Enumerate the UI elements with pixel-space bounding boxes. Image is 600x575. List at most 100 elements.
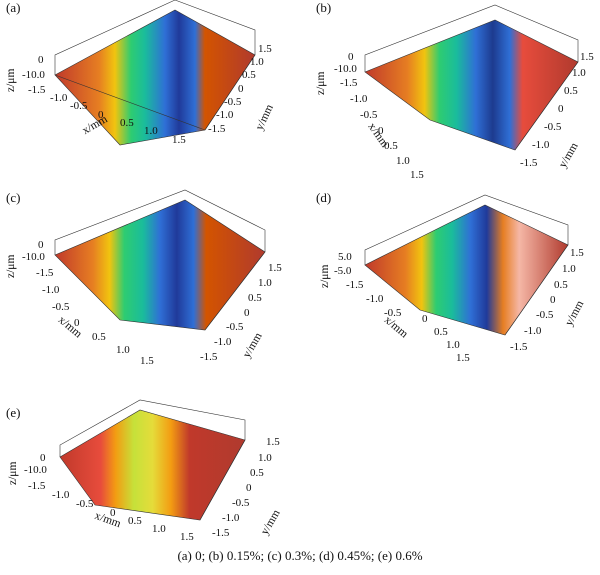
x-tick: -1.5 xyxy=(28,84,46,96)
panel-d: (d) z/μm 5.0 -5.0 -1.5 -1.0 -0.5 0 0.5 1… xyxy=(310,190,600,370)
x-tick: 0 xyxy=(110,507,116,519)
y-tick: 0 xyxy=(244,307,250,319)
x-tick: 0.5 xyxy=(120,117,134,129)
y-tick: 1.5 xyxy=(580,51,594,63)
y-tick: 1.0 xyxy=(258,452,272,464)
y-tick: -1.0 xyxy=(214,336,232,348)
x-tick: -0.5 xyxy=(52,301,70,313)
x-tick: 0.5 xyxy=(384,140,398,152)
x-tick: 0 xyxy=(98,109,104,121)
panel-e: (e) z/μm 0 -10.0 -1.5 -1.0 -0.5 0 0.5 1.… xyxy=(0,395,290,575)
x-tick: -1.5 xyxy=(340,77,358,89)
surface-plot xyxy=(59,399,246,521)
panel-b: (b) z/μm 0 -10.0 -1.5 -1.0 -0.5 0 0.5 1.… xyxy=(310,0,600,181)
x-tick: 1.5 xyxy=(140,355,154,367)
y-tick: 0 xyxy=(550,294,556,306)
x-tick: -1.0 xyxy=(366,293,384,305)
y-tick: 0.5 xyxy=(248,292,262,304)
x-tick: -0.5 xyxy=(384,307,402,319)
x-tick: -1.5 xyxy=(346,279,364,291)
y-tick: 1.5 xyxy=(268,262,282,274)
y-tick: 1.0 xyxy=(572,67,586,79)
y-tick: -1.5 xyxy=(212,527,230,539)
y-tick: 1.5 xyxy=(258,43,272,55)
z-tick: 0 xyxy=(348,51,354,63)
z-tick: -5.0 xyxy=(334,265,352,277)
x-tick: -1.5 xyxy=(28,480,46,492)
x-tick: 0.5 xyxy=(434,326,448,338)
y-tick: -0.5 xyxy=(232,497,250,509)
x-tick: 1.5 xyxy=(180,531,194,543)
panel-label: (c) xyxy=(6,190,21,205)
x-tick: 1.0 xyxy=(144,125,158,137)
z-tick: 0 xyxy=(38,239,44,251)
z-tick: 0 xyxy=(38,54,44,66)
panel-label: (b) xyxy=(316,0,332,15)
surface-plot xyxy=(54,0,256,146)
y-tick: 0.5 xyxy=(242,69,256,81)
z-axis-label: z/μm xyxy=(7,461,19,485)
y-tick: 0 xyxy=(246,482,252,494)
x-tick: 1.5 xyxy=(410,169,424,181)
z-axis-label: z/μm xyxy=(5,68,17,92)
x-tick: 1.0 xyxy=(116,344,130,356)
x-tick: -0.5 xyxy=(360,109,378,121)
panel-label: (a) xyxy=(6,0,21,15)
y-tick: 1.0 xyxy=(562,263,576,275)
figure-caption: (a) 0; (b) 0.15%; (c) 0.3%; (d) 0.45%; (… xyxy=(177,548,423,563)
z-tick: -10.0 xyxy=(22,251,45,263)
x-tick: -0.5 xyxy=(70,100,88,112)
y-tick: -1.5 xyxy=(208,123,226,135)
y-tick: 1.0 xyxy=(250,56,264,68)
y-tick: 0 xyxy=(558,103,564,115)
y-tick: -1.5 xyxy=(200,351,218,363)
x-tick: -1.5 xyxy=(36,267,54,279)
y-tick: -1.5 xyxy=(520,157,538,169)
x-tick: 0.5 xyxy=(128,515,142,527)
x-tick: 0.5 xyxy=(92,331,106,343)
panel-c: (c) z/μm 0 -10.0 -1.5 -1.0 -0.5 0 0.5 1.… xyxy=(0,189,290,370)
surface-plot xyxy=(364,194,569,336)
y-tick: -1.5 xyxy=(510,341,528,353)
x-tick: -1.0 xyxy=(350,93,368,105)
z-axis-label: z/μm xyxy=(315,71,327,95)
x-tick: -1.0 xyxy=(52,489,70,501)
y-tick: -1.0 xyxy=(532,139,550,151)
panel-a: (a) z/μm 0 -10.0 -1.5 -1.0 -0.5 0 0.5 1.… xyxy=(0,0,290,180)
z-tick: -10.0 xyxy=(24,464,47,476)
y-tick: 1.5 xyxy=(570,247,584,259)
y-tick: 1.0 xyxy=(258,277,272,289)
x-tick: 1.5 xyxy=(172,134,186,146)
x-tick: -0.5 xyxy=(76,498,94,510)
z-tick: 5.0 xyxy=(338,251,352,263)
z-axis-label: z/μm xyxy=(5,254,17,278)
x-tick: 0 xyxy=(378,125,384,137)
x-tick: 0 xyxy=(74,317,80,329)
x-tick: 1.0 xyxy=(396,155,410,167)
z-tick: -10.0 xyxy=(22,69,45,81)
surface-plot xyxy=(364,4,579,151)
y-tick: -0.5 xyxy=(536,309,554,321)
x-tick: 1.0 xyxy=(446,339,460,351)
z-tick: -10.0 xyxy=(334,63,357,75)
surface xyxy=(54,199,266,331)
z-axis-label: z/μm xyxy=(319,264,331,288)
y-tick: 0.5 xyxy=(564,85,578,97)
y-tick: 0 xyxy=(238,83,244,95)
x-tick: -1.0 xyxy=(42,284,60,296)
y-tick: -1.0 xyxy=(222,512,240,524)
x-tick: -1.0 xyxy=(50,92,68,104)
y-tick: -1.0 xyxy=(216,109,234,121)
panel-label: (d) xyxy=(316,190,332,205)
y-tick: 1.5 xyxy=(266,436,280,448)
y-tick: 0.5 xyxy=(554,279,568,291)
y-tick: -0.5 xyxy=(544,121,562,133)
y-tick: 0.5 xyxy=(250,467,264,479)
panel-label: (e) xyxy=(6,405,21,420)
y-tick: -0.5 xyxy=(224,96,242,108)
x-tick: 1.0 xyxy=(152,523,166,535)
x-tick: 1.5 xyxy=(456,352,470,364)
y-tick: -1.0 xyxy=(524,325,542,337)
y-tick: -0.5 xyxy=(226,321,244,333)
z-tick: 0 xyxy=(40,452,46,464)
